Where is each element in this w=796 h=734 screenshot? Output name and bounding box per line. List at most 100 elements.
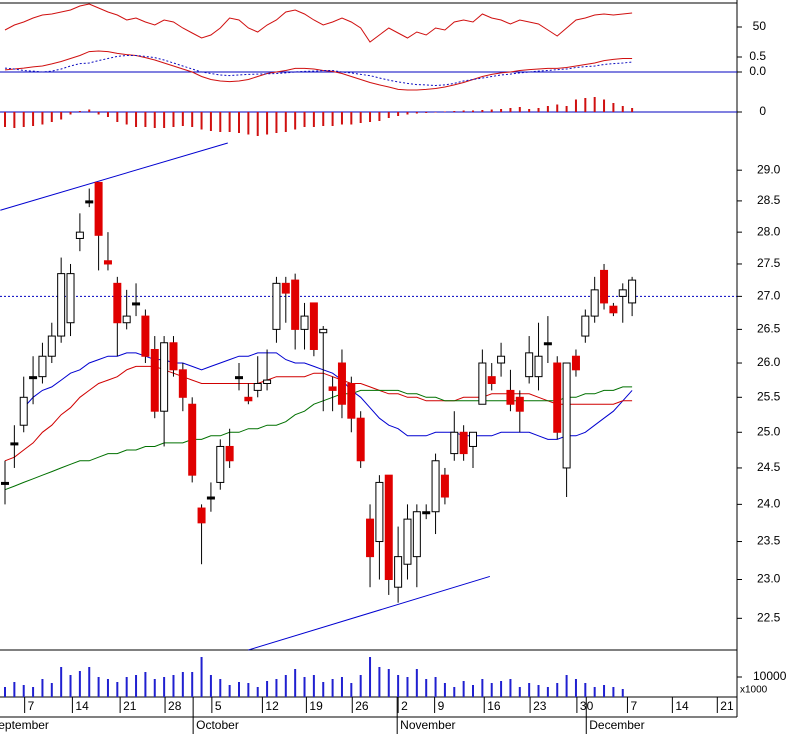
x-tick-label: 5 — [215, 699, 222, 713]
bar — [238, 112, 240, 133]
bar — [153, 112, 156, 128]
bar — [574, 99, 577, 112]
bar — [621, 106, 624, 112]
candle-body — [628, 279, 637, 304]
candle-body — [10, 442, 19, 446]
candle-body — [57, 273, 66, 337]
bar — [219, 679, 222, 697]
y-tick-label: 25.5 — [757, 389, 781, 403]
bar — [266, 681, 269, 697]
line-series — [23, 352, 633, 440]
bar — [256, 687, 259, 697]
bar — [359, 112, 362, 123]
bar — [556, 104, 559, 112]
candle-body — [553, 362, 562, 433]
bar — [472, 685, 474, 697]
bar — [256, 112, 259, 136]
bar — [116, 112, 119, 122]
bar — [518, 107, 521, 112]
bar — [490, 683, 493, 697]
bar — [331, 679, 334, 697]
candle-body — [590, 289, 599, 317]
bar — [415, 112, 418, 114]
bar — [144, 672, 147, 697]
bar — [490, 109, 493, 112]
bar — [481, 110, 484, 112]
y-tick-label: 25.0 — [757, 424, 781, 438]
bar — [60, 667, 63, 697]
y-tick-label: 50 — [753, 19, 767, 33]
bar — [200, 112, 203, 130]
candle-body — [571, 355, 580, 371]
candle-body — [272, 282, 281, 330]
x-tick-label: 9 — [438, 699, 445, 713]
candle-body — [497, 355, 506, 364]
bar — [565, 106, 568, 112]
bar — [50, 683, 53, 697]
candle-body — [281, 282, 290, 294]
bar — [528, 109, 531, 112]
candle-body — [19, 396, 28, 426]
bar — [41, 112, 44, 125]
bar — [4, 112, 6, 127]
candle-body — [103, 260, 112, 265]
bar — [612, 687, 615, 697]
bar — [322, 112, 325, 126]
bar — [78, 671, 81, 697]
candle-body — [525, 352, 534, 378]
bar — [32, 687, 35, 697]
unit-label: x1000 — [740, 685, 768, 696]
y-tick-label: 23.0 — [757, 572, 781, 586]
bar — [275, 112, 278, 133]
bar — [78, 111, 81, 112]
candle-body — [263, 379, 272, 385]
candle-body — [459, 431, 468, 455]
candle-body — [534, 355, 543, 378]
y-tick-label: 26.5 — [757, 322, 781, 336]
bar — [284, 112, 287, 132]
bar — [247, 683, 250, 697]
x-tick-label: 12 — [265, 699, 279, 713]
bar — [219, 112, 222, 132]
bar — [97, 112, 100, 115]
bar — [481, 679, 484, 697]
candle-body — [581, 315, 590, 337]
y-tick-label: 23.5 — [757, 534, 781, 548]
bar — [135, 112, 138, 127]
bar — [228, 112, 231, 132]
bar — [163, 112, 166, 128]
x-tick-label: 26 — [355, 699, 369, 713]
bar — [359, 675, 362, 697]
bar — [434, 112, 437, 113]
candle-body — [487, 376, 496, 385]
candle-body — [366, 518, 375, 558]
bar — [387, 112, 390, 118]
bar — [621, 689, 624, 697]
y-tick-label: 26.0 — [757, 355, 781, 369]
bar — [106, 112, 109, 117]
candle-body — [29, 376, 38, 380]
candle-body — [47, 335, 56, 357]
bar — [565, 675, 568, 697]
bar — [144, 112, 147, 127]
x-tick-label: 28 — [168, 699, 182, 713]
y-tick-label: 22.5 — [757, 610, 781, 624]
bar — [443, 111, 446, 112]
bar — [397, 675, 400, 697]
bar — [472, 110, 474, 112]
bar — [209, 675, 212, 697]
bar — [537, 108, 540, 112]
candle-body — [300, 315, 309, 330]
bar — [593, 687, 596, 697]
bar — [69, 112, 72, 115]
bar — [303, 112, 306, 127]
bar — [191, 672, 194, 697]
candle-body — [188, 403, 197, 476]
bar — [509, 108, 512, 112]
y-tick-label: 29.0 — [757, 162, 781, 176]
bar — [22, 685, 25, 697]
y-tick-label: 28.0 — [757, 224, 781, 238]
candle-body — [85, 200, 94, 204]
bar — [518, 687, 521, 697]
